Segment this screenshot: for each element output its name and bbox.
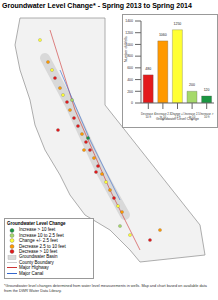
svg-text:480: 480 [145,67,151,71]
svg-text:1400: 1400 [125,19,133,23]
svg-text:Number of Wells: Number of Wells [124,36,128,62]
svg-text:200: 200 [189,83,195,87]
svg-text:600: 600 [127,66,133,70]
svg-text:1060: 1060 [159,33,167,37]
svg-text:Increase >10 ft: Increase >10 ft [200,112,210,119]
svg-text:Groundwater Level Change: Groundwater Level Change [156,117,199,121]
svg-text:200: 200 [127,90,133,94]
svg-text:1250: 1250 [173,22,181,26]
svg-text:1200: 1200 [125,31,133,35]
svg-text:0: 0 [131,101,133,105]
svg-text:120: 120 [204,88,210,92]
svg-text:400: 400 [127,78,133,82]
